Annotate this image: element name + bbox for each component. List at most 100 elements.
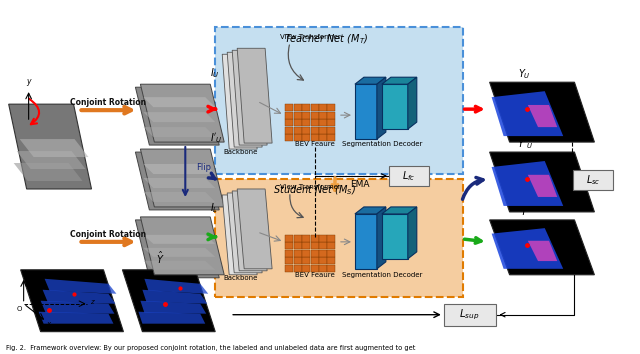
Polygon shape	[528, 175, 557, 197]
Bar	[328, 235, 335, 242]
Polygon shape	[122, 270, 215, 332]
Text: Teacher Net ($M_T$): Teacher Net ($M_T$)	[284, 32, 369, 46]
Text: z: z	[90, 299, 94, 305]
Polygon shape	[408, 207, 417, 259]
Text: Segmentation Decoder: Segmentation Decoder	[342, 141, 422, 147]
Polygon shape	[136, 220, 220, 278]
Bar	[302, 265, 310, 272]
Polygon shape	[377, 207, 386, 269]
Bar	[310, 127, 319, 133]
Polygon shape	[17, 151, 86, 169]
Bar	[310, 119, 319, 126]
Polygon shape	[492, 228, 563, 269]
Polygon shape	[227, 52, 262, 147]
Bar	[310, 104, 319, 111]
Bar	[328, 250, 335, 257]
Bar	[294, 235, 301, 242]
FancyBboxPatch shape	[444, 304, 495, 326]
Polygon shape	[382, 84, 408, 129]
Bar	[319, 119, 327, 126]
Text: Segmentation Decoder: Segmentation Decoder	[342, 272, 422, 278]
Bar	[302, 257, 310, 264]
Bar	[302, 119, 310, 126]
Polygon shape	[490, 152, 595, 212]
Text: Student Net ($M_S$): Student Net ($M_S$)	[273, 183, 356, 196]
Polygon shape	[237, 48, 272, 143]
Polygon shape	[528, 241, 557, 261]
Text: $I'_U$: $I'_U$	[210, 131, 223, 145]
Polygon shape	[140, 84, 224, 142]
Polygon shape	[355, 84, 377, 139]
FancyBboxPatch shape	[389, 166, 429, 186]
Polygon shape	[528, 105, 557, 127]
Bar	[319, 104, 327, 111]
Bar	[328, 104, 335, 111]
Polygon shape	[136, 152, 220, 210]
Polygon shape	[143, 248, 215, 257]
Bar	[319, 265, 327, 272]
Polygon shape	[143, 235, 215, 244]
Text: y: y	[22, 269, 26, 275]
Text: Backbone: Backbone	[223, 149, 257, 155]
Polygon shape	[40, 301, 115, 314]
Polygon shape	[382, 77, 417, 84]
Polygon shape	[492, 161, 563, 206]
Bar	[294, 242, 301, 249]
Polygon shape	[143, 164, 215, 174]
Bar	[302, 250, 310, 257]
Text: O: O	[16, 306, 22, 312]
Polygon shape	[45, 279, 116, 294]
Polygon shape	[222, 54, 257, 149]
Text: $I_U$: $I_U$	[210, 67, 220, 80]
Text: y: y	[26, 77, 31, 86]
Bar	[319, 235, 327, 242]
Text: Fig. 2.  Framework overview: By our proposed conjoint rotation, the labeled and : Fig. 2. Framework overview: By our propo…	[6, 345, 415, 350]
Polygon shape	[136, 87, 220, 145]
Bar	[319, 242, 327, 249]
FancyBboxPatch shape	[215, 179, 463, 297]
Bar	[310, 265, 319, 272]
Text: $L_{sup}$: $L_{sup}$	[460, 308, 480, 322]
Bar	[310, 134, 319, 141]
Polygon shape	[143, 192, 215, 202]
Polygon shape	[140, 301, 206, 314]
Polygon shape	[382, 207, 417, 214]
Bar	[319, 127, 327, 133]
Bar	[285, 250, 293, 257]
Text: $Y_U$: $Y_U$	[518, 67, 531, 81]
Bar	[310, 242, 319, 249]
Polygon shape	[382, 214, 408, 259]
Bar	[310, 250, 319, 257]
Polygon shape	[20, 139, 88, 157]
Bar	[319, 112, 327, 119]
Bar	[294, 265, 301, 272]
Bar	[285, 257, 293, 264]
Bar	[328, 242, 335, 249]
FancyBboxPatch shape	[573, 170, 613, 190]
Bar	[285, 242, 293, 249]
Text: Backbone: Backbone	[223, 275, 257, 281]
Bar	[319, 134, 327, 141]
Polygon shape	[20, 270, 124, 332]
Bar	[328, 127, 335, 133]
Polygon shape	[140, 149, 224, 207]
Polygon shape	[377, 77, 386, 139]
Polygon shape	[145, 279, 208, 294]
Text: View Transformer: View Transformer	[280, 184, 341, 190]
Text: $I_L$: $I_L$	[210, 201, 218, 215]
Bar	[294, 257, 301, 264]
Bar	[285, 112, 293, 119]
Text: $\hat{Y}$: $\hat{Y}$	[156, 250, 164, 266]
Bar	[302, 127, 310, 133]
Polygon shape	[232, 191, 267, 271]
Polygon shape	[143, 97, 215, 107]
Polygon shape	[143, 112, 215, 122]
Polygon shape	[355, 207, 386, 214]
Polygon shape	[43, 290, 115, 304]
Bar	[302, 235, 310, 242]
Bar	[285, 127, 293, 133]
Bar	[294, 134, 301, 141]
Polygon shape	[9, 104, 92, 189]
Text: BEV Feaure: BEV Feaure	[295, 141, 335, 147]
Polygon shape	[222, 195, 257, 275]
